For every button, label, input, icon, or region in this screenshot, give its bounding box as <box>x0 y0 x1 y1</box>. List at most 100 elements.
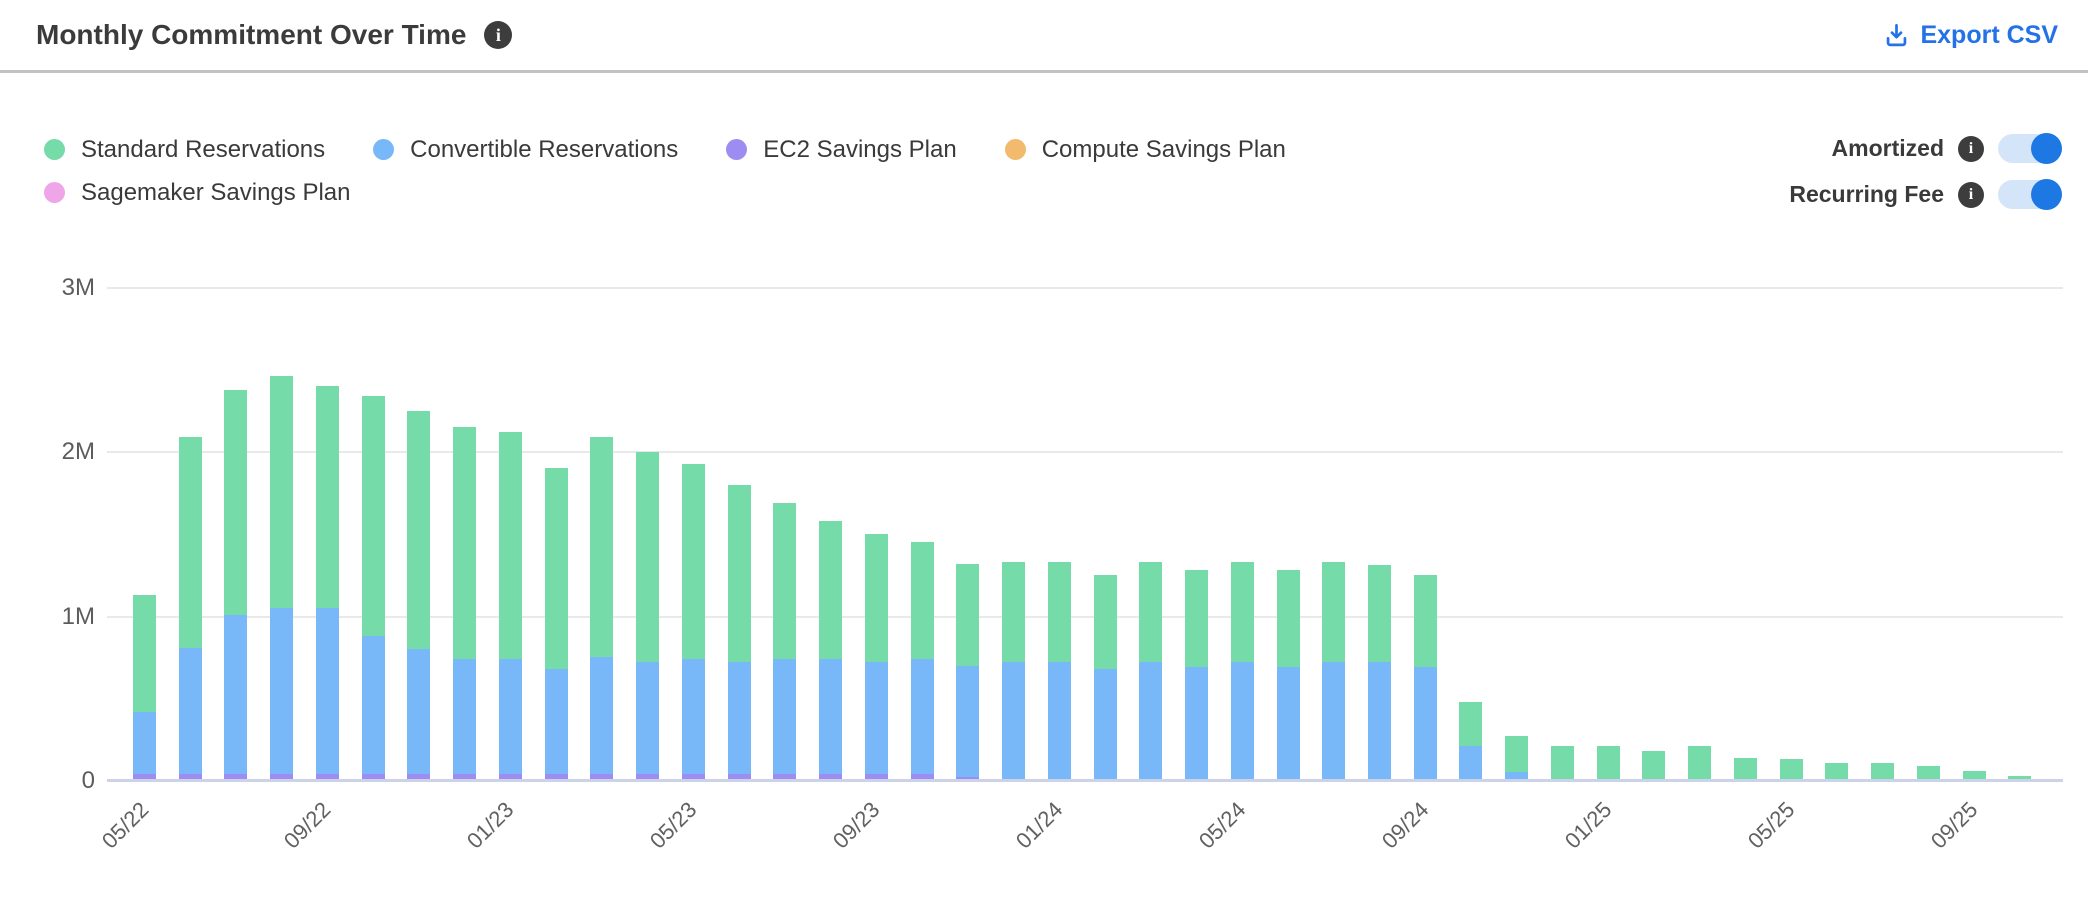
bar-10-22 <box>361 396 385 779</box>
bar-segment-convertible-reservations <box>1002 662 1026 779</box>
legend-item-ec2-savings-plan[interactable]: EC2 Savings Plan <box>726 135 957 164</box>
bar-segment-convertible-reservations <box>1139 662 1163 779</box>
bar-segment-standard-reservations <box>224 389 248 615</box>
bar-segment-convertible-reservations <box>1047 662 1071 779</box>
bar-01-24 <box>1047 562 1071 779</box>
download-icon <box>1883 22 1910 49</box>
bar-segment-convertible-reservations <box>819 659 843 775</box>
bar-segment-standard-reservations <box>681 463 705 660</box>
bar-03-23 <box>590 437 614 779</box>
toggle-group: Amortized i Recurring Fee i <box>1789 133 2062 210</box>
legend-item-convertible-reservations[interactable]: Convertible Reservations <box>373 135 678 164</box>
bar-segment-standard-reservations <box>1276 570 1300 668</box>
bar-segment-standard-reservations <box>590 437 614 658</box>
bar-segment-convertible-reservations <box>636 662 660 775</box>
bar-segment-convertible-reservations <box>773 659 797 775</box>
bar-02-24 <box>1093 575 1117 779</box>
bar-05-25 <box>1779 759 1803 779</box>
bar-segment-standard-reservations <box>1322 562 1346 663</box>
bar-01-23 <box>498 432 522 779</box>
toggle-knob <box>2031 179 2062 210</box>
info-icon[interactable]: i <box>1958 135 1984 162</box>
bar-07-23 <box>773 503 797 779</box>
bar-01-25 <box>1596 746 1620 779</box>
bar-segment-ec2-savings-plan <box>590 774 614 779</box>
legend-and-controls: Standard Reservations Convertible Reserva… <box>0 73 2088 210</box>
bar-segment-standard-reservations <box>270 376 294 609</box>
toggle-label: Recurring Fee <box>1789 181 1944 207</box>
x-axis-label-05-24: 05/24 <box>1194 796 1251 854</box>
chart-header: Monthly Commitment Over Time i Export CS… <box>0 0 2088 73</box>
bar-segment-ec2-savings-plan <box>315 774 339 779</box>
legend-item-sagemaker-savings-plan[interactable]: Sagemaker Savings Plan <box>44 178 350 207</box>
bar-segment-ec2-savings-plan <box>727 774 751 779</box>
legend-item-standard-reservations[interactable]: Standard Reservations <box>44 135 325 164</box>
bar-segment-convertible-reservations <box>544 668 568 775</box>
bar-12-22 <box>453 427 477 779</box>
bar-segment-convertible-reservations <box>178 647 202 775</box>
bar-segment-convertible-reservations <box>1413 667 1437 779</box>
bar-segment-ec2-savings-plan <box>270 774 294 779</box>
bar-segment-convertible-reservations <box>1322 662 1346 779</box>
gridline-3m <box>107 287 2063 289</box>
bar-segment-standard-reservations <box>1779 759 1803 779</box>
bar-segment-convertible-reservations <box>133 711 156 775</box>
bar-segment-standard-reservations <box>1047 562 1071 663</box>
legend-dot-icon <box>44 182 65 203</box>
legend-dot-icon <box>373 139 395 160</box>
bar-09-25 <box>1962 770 1986 779</box>
bar-segment-convertible-reservations <box>1276 667 1300 779</box>
bar-segment-standard-reservations <box>636 452 660 663</box>
bar-segment-standard-reservations <box>407 410 431 650</box>
bar-segment-standard-reservations <box>453 427 477 660</box>
bar-segment-standard-reservations <box>956 563 980 666</box>
bar-segment-ec2-savings-plan <box>498 774 522 779</box>
bar-segment-standard-reservations <box>1459 701 1483 747</box>
bar-segment-convertible-reservations <box>1505 772 1529 779</box>
bar-11-23 <box>956 563 980 779</box>
y-axis-label-3m: 3M <box>61 274 95 301</box>
bar-segment-standard-reservations <box>2008 775 2032 779</box>
x-axis-line <box>107 779 2063 782</box>
legend-label: Standard Reservations <box>81 135 326 163</box>
bar-segment-ec2-savings-plan <box>773 774 797 779</box>
bar-05-24 <box>1230 562 1254 779</box>
y-axis-label-2m: 2M <box>61 438 95 466</box>
bar-segment-ec2-savings-plan <box>956 777 980 779</box>
legend: Standard Reservations Convertible Reserva… <box>44 135 2058 207</box>
toggle-switch-amortized[interactable] <box>1998 133 2062 164</box>
bar-07-22 <box>224 389 248 779</box>
bar-segment-standard-reservations <box>1962 770 1986 779</box>
bar-segment-standard-reservations <box>1871 762 1895 779</box>
bar-segment-ec2-savings-plan <box>178 774 202 779</box>
commitment-chart: 3M 2M 1M 0 05/22 09/22 01/23 05/23 09/23 01/24 05… <box>62 274 2063 903</box>
gridline-2m <box>107 451 2063 454</box>
bar-10-23 <box>910 542 934 779</box>
bar-segment-standard-reservations <box>1002 562 1026 663</box>
bar-segment-standard-reservations <box>1505 736 1529 773</box>
bar-segment-standard-reservations <box>498 432 522 660</box>
x-axis-label-01-25: 01/25 <box>1560 796 1617 854</box>
bar-segment-convertible-reservations <box>1367 662 1391 779</box>
bar-segment-standard-reservations <box>1596 746 1620 779</box>
bar-segment-convertible-reservations <box>1230 662 1254 779</box>
bar-segment-convertible-reservations <box>864 662 888 775</box>
toggle-switch-recurring-fee[interactable] <box>1998 179 2062 210</box>
legend-item-compute-savings-plan[interactable]: Compute Savings Plan <box>1004 135 1286 164</box>
export-csv-button[interactable]: Export CSV <box>1883 21 2058 50</box>
x-axis-label-05-22: 05/22 <box>96 796 153 854</box>
toggle-row-recurring-fee: Recurring Fee i <box>1789 179 2062 210</box>
bar-segment-convertible-reservations <box>315 608 339 775</box>
info-icon[interactable]: i <box>484 21 513 49</box>
page-title: Monthly Commitment Over Time <box>36 19 467 50</box>
bar-segment-ec2-savings-plan <box>910 774 934 779</box>
gridline-1m <box>107 615 2063 618</box>
bar-segment-convertible-reservations <box>1185 667 1209 779</box>
bar-segment-convertible-reservations <box>1459 746 1483 779</box>
bar-segment-ec2-savings-plan <box>224 774 248 779</box>
bar-08-22 <box>270 376 294 779</box>
bar-segment-standard-reservations <box>864 534 888 663</box>
bar-segment-standard-reservations <box>1550 746 1574 779</box>
info-icon[interactable]: i <box>1958 181 1984 208</box>
bar-04-23 <box>636 452 660 779</box>
